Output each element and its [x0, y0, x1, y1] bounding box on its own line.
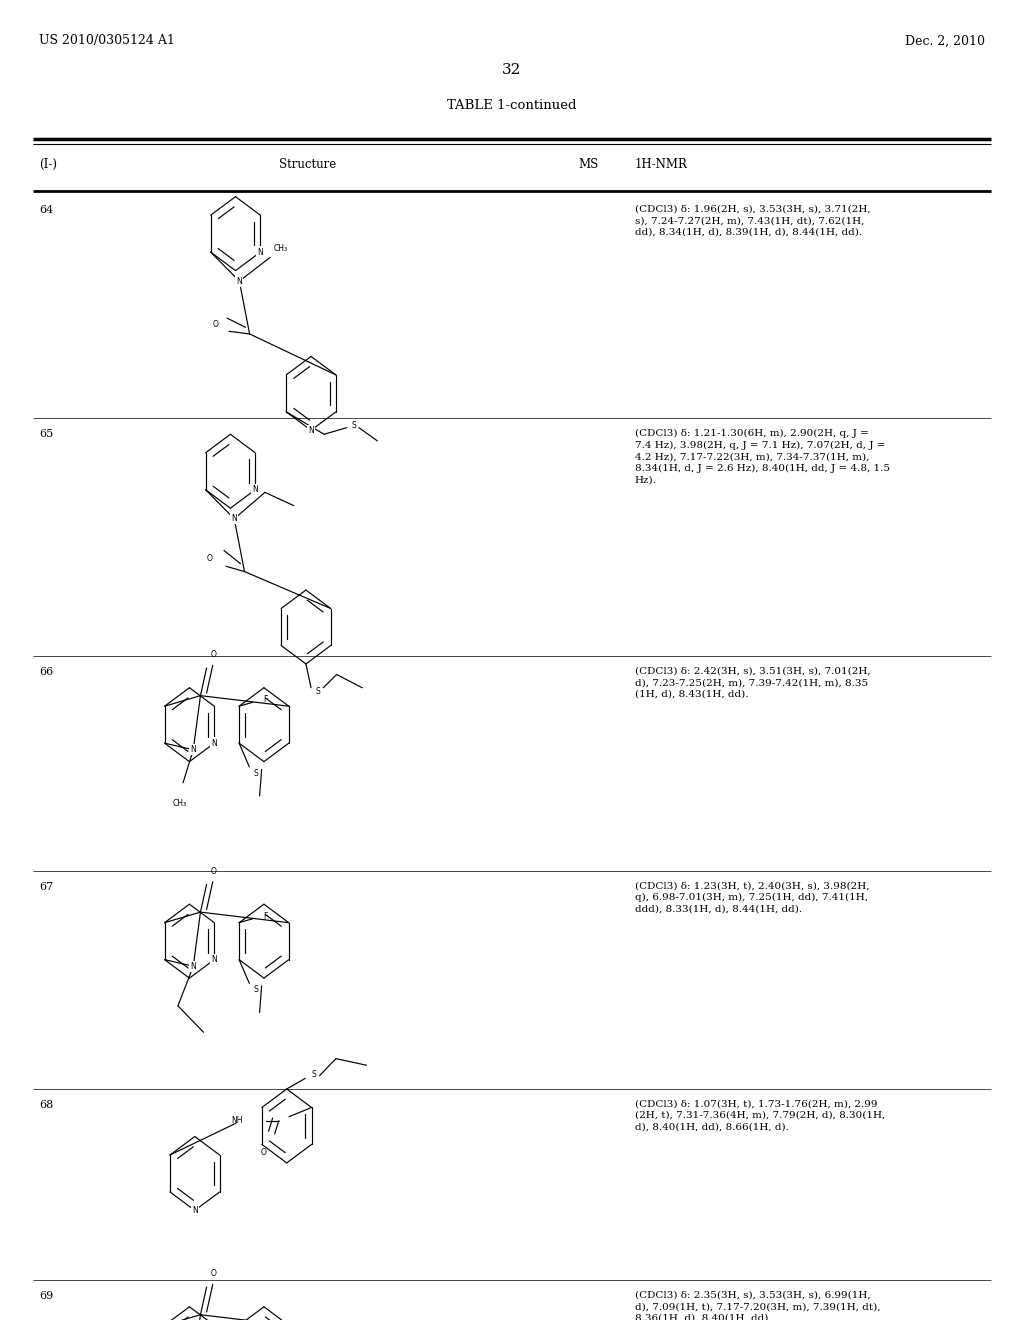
- Text: 65: 65: [39, 429, 53, 440]
- Text: O: O: [260, 1148, 266, 1156]
- Text: N: N: [190, 962, 197, 970]
- Text: (CDCl3) δ: 2.42(3H, s), 3.51(3H, s), 7.01(2H,
d), 7.23-7.25(2H, m), 7.39-7.42(1H: (CDCl3) δ: 2.42(3H, s), 3.51(3H, s), 7.0…: [635, 667, 870, 698]
- Text: (CDCl3) δ: 1.96(2H, s), 3.53(3H, s), 3.71(2H,
s), 7.24-7.27(2H, m), 7.43(1H, dt): (CDCl3) δ: 1.96(2H, s), 3.53(3H, s), 3.7…: [635, 205, 870, 236]
- Text: 69: 69: [39, 1291, 53, 1302]
- Text: O: O: [207, 554, 213, 562]
- Text: Structure: Structure: [279, 158, 336, 172]
- Text: S: S: [315, 688, 319, 696]
- Text: O: O: [213, 321, 219, 329]
- Text: N: N: [191, 1206, 198, 1214]
- Text: N: N: [237, 277, 243, 285]
- Text: S: S: [254, 770, 258, 777]
- Text: O: O: [211, 1270, 217, 1278]
- Text: N: N: [211, 956, 217, 964]
- Text: MS: MS: [579, 158, 599, 172]
- Text: S: S: [352, 421, 356, 429]
- Text: (CDCl3) δ: 2.35(3H, s), 3.53(3H, s), 6.99(1H,
d), 7.09(1H, t), 7.17-7.20(3H, m),: (CDCl3) δ: 2.35(3H, s), 3.53(3H, s), 6.9…: [635, 1291, 881, 1320]
- Text: F: F: [264, 912, 268, 920]
- Text: CH₃: CH₃: [173, 799, 187, 808]
- Text: S: S: [254, 986, 258, 994]
- Text: F: F: [264, 696, 268, 704]
- Text: O: O: [211, 867, 217, 875]
- Text: 68: 68: [39, 1100, 53, 1110]
- Text: 1H-NMR: 1H-NMR: [635, 158, 688, 172]
- Text: N: N: [252, 486, 258, 494]
- Text: N: N: [231, 515, 238, 523]
- Text: (I-): (I-): [39, 158, 57, 172]
- Text: TABLE 1-continued: TABLE 1-continued: [447, 99, 577, 112]
- Text: (CDCl3) δ: 1.21-1.30(6H, m), 2.90(2H, q, J =
7.4 Hz), 3.98(2H, q, J = 7.1 Hz), 7: (CDCl3) δ: 1.21-1.30(6H, m), 2.90(2H, q,…: [635, 429, 890, 484]
- Text: N: N: [211, 739, 217, 747]
- Text: NH: NH: [231, 1117, 243, 1125]
- Text: US 2010/0305124 A1: US 2010/0305124 A1: [39, 34, 175, 48]
- Text: 66: 66: [39, 667, 53, 677]
- Text: N: N: [308, 426, 314, 434]
- Text: 64: 64: [39, 205, 53, 215]
- Text: S: S: [311, 1071, 316, 1078]
- Text: N: N: [257, 248, 263, 256]
- Text: (CDCl3) δ: 1.23(3H, t), 2.40(3H, s), 3.98(2H,
q), 6.98-7.01(3H, m), 7.25(1H, dd): (CDCl3) δ: 1.23(3H, t), 2.40(3H, s), 3.9…: [635, 882, 869, 913]
- Text: 32: 32: [503, 63, 521, 78]
- Text: (CDCl3) δ: 1.07(3H, t), 1.73-1.76(2H, m), 2.99
(2H, t), 7.31-7.36(4H, m), 7.79(2: (CDCl3) δ: 1.07(3H, t), 1.73-1.76(2H, m)…: [635, 1100, 885, 1131]
- Text: Dec. 2, 2010: Dec. 2, 2010: [905, 34, 985, 48]
- Text: N: N: [190, 746, 197, 754]
- Text: O: O: [211, 651, 217, 659]
- Text: 67: 67: [39, 882, 53, 892]
- Text: CH₃: CH₃: [273, 244, 288, 253]
